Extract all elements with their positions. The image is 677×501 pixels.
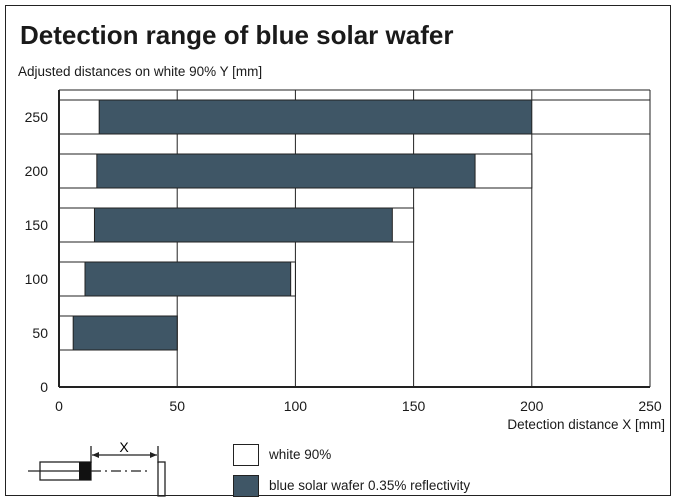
legend-label-white: white 90% bbox=[269, 447, 332, 462]
legend-swatch-white bbox=[233, 444, 259, 466]
bar-blue bbox=[93, 207, 393, 243]
chart-frame bbox=[5, 5, 671, 496]
x-tick-label: 100 bbox=[284, 398, 308, 414]
y-tick-label: 200 bbox=[25, 163, 49, 179]
legend-label-blue: blue solar wafer 0.35% reflectivity bbox=[269, 478, 471, 493]
chart-title: Detection range of blue solar wafer bbox=[20, 20, 454, 50]
y-tick-label: 150 bbox=[25, 217, 49, 233]
legend-swatch-blue bbox=[233, 475, 259, 497]
x-tick-label: 0 bbox=[55, 398, 63, 414]
y-tick-label: 0 bbox=[40, 379, 48, 395]
x-tick-label: 50 bbox=[169, 398, 185, 414]
y-tick-label: 250 bbox=[25, 109, 49, 125]
bar-blue bbox=[98, 99, 533, 135]
y-tick-label: 100 bbox=[25, 271, 49, 287]
x-tick-label: 200 bbox=[520, 398, 544, 414]
y-axis-label: Adjusted distances on white 90% Y [mm] bbox=[18, 64, 263, 79]
y-tick-label: 50 bbox=[32, 325, 48, 341]
bar-blue bbox=[96, 153, 476, 189]
x-axis-label: Detection distance X [mm] bbox=[507, 417, 665, 432]
bar-blue bbox=[72, 315, 178, 351]
x-tick-label: 150 bbox=[402, 398, 426, 414]
x-tick-label: 250 bbox=[638, 398, 662, 414]
bar-blue bbox=[84, 261, 292, 297]
